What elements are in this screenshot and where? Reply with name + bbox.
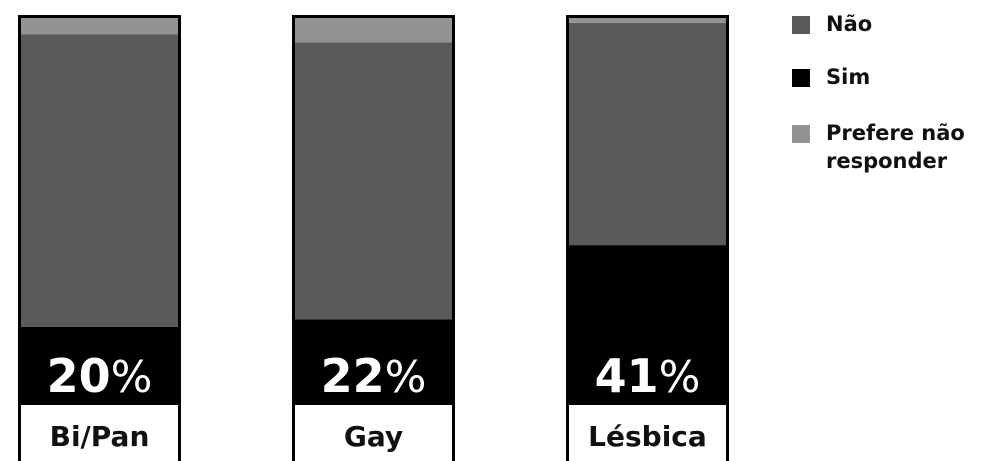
bar-segment-bi-pan-prefere-nao-responder <box>18 15 181 35</box>
legend-label-sim: Sim <box>826 65 871 89</box>
legend-item-nao: Não <box>792 10 986 38</box>
bar-segment-gay-prefere-nao-responder <box>292 15 455 43</box>
percent-band-gay <box>292 347 455 405</box>
bar-segment-l-sbica-nao <box>566 22 729 246</box>
category-label-l-sbica: Lésbica <box>588 420 707 453</box>
data-label-gay: 22% <box>321 349 427 403</box>
bar-segment-bi-pan-nao <box>18 34 181 327</box>
legend-swatch-nao <box>792 16 810 34</box>
legend-label-nao: Não <box>826 12 873 36</box>
legend-swatch-sim <box>792 69 810 87</box>
percent-band-l-sbica <box>566 347 729 405</box>
category-box-bi-pan <box>18 405 181 461</box>
category-box-l-sbica <box>566 405 729 461</box>
bar-segment-gay-nao <box>292 42 455 320</box>
category-box-gay <box>292 405 455 461</box>
legend-swatch-prefere-nao-responder <box>792 125 810 143</box>
legend-item-prefere-nao-responder: Prefere não responder <box>792 119 986 175</box>
legend-item-sim: Sim <box>792 63 986 91</box>
percent-band-bi-pan <box>18 347 181 405</box>
category-label-gay: Gay <box>344 420 403 453</box>
data-label-l-sbica: 41% <box>595 349 701 403</box>
data-label-bi-pan: 20% <box>47 349 153 403</box>
chart-legend: Não Sim Prefere não responder <box>792 10 986 200</box>
bar-segment-l-sbica-prefere-nao-responder <box>566 15 729 23</box>
category-label-bi-pan: Bi/Pan <box>50 420 150 453</box>
legend-label-prefere-nao-responder: Prefere não responder <box>826 121 965 173</box>
